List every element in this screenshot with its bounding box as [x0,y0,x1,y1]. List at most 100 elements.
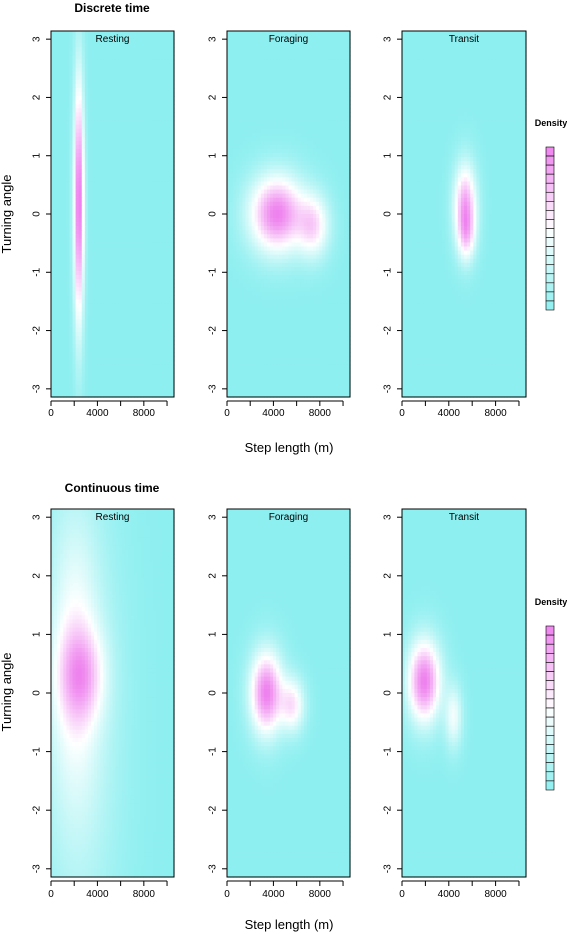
density-cell [146,59,150,65]
density-cell [87,148,92,154]
density-cell [115,169,120,174]
density-cell [146,79,150,85]
density-cell [143,132,147,138]
density-cell [72,100,77,105]
density-cell [149,222,154,227]
density-cell [75,218,80,223]
density-cell [134,315,138,321]
density-cell [72,71,77,77]
density-cell [54,83,58,89]
density-cell [124,165,129,170]
y-tick-label: -2 [32,326,43,335]
density-cell [115,157,120,162]
density-cell [158,31,163,36]
density-cell [164,35,169,40]
density-cell [167,315,172,321]
density-cell [109,315,114,321]
density-cell [103,43,107,48]
density-cell [87,270,92,276]
density-cell [51,327,55,333]
density-cell [78,79,83,85]
density-cell [63,157,67,162]
density-cell [84,205,89,211]
density-cell [167,47,172,52]
density-cell [167,295,172,300]
density-cell [81,209,86,215]
density-cell [167,340,172,345]
density-cell [97,327,101,333]
density-cell [103,181,107,187]
density-cell [161,209,166,215]
density-cell [87,311,92,317]
density-cell [97,226,101,231]
density-cell [146,262,150,268]
density-cell [149,144,154,150]
density-cell [134,148,138,154]
density-cell [134,266,138,272]
density-cell [124,108,129,113]
density-cell [109,258,114,264]
density-cell [140,173,144,178]
density-cell [51,364,55,370]
density-cell [97,315,101,321]
density-cell [146,132,150,138]
density-cell [121,35,126,40]
density-cell [130,270,135,276]
density-cell [164,238,169,244]
density-cell [158,39,163,44]
density-cell [137,83,141,89]
density-cell [106,153,111,158]
density-cell [121,79,126,85]
density-cell [134,87,138,93]
density-cell [51,116,55,122]
density-cell [134,120,138,126]
density-cell [69,307,74,313]
density-cell [170,124,175,130]
density-cell [90,173,95,178]
density-cell [66,31,71,36]
density-cell [94,283,98,288]
density-cell [54,157,58,162]
density-cell [87,169,92,174]
density-cell [75,67,80,73]
density-cell [140,51,144,56]
density-cell [87,283,92,288]
density-cell [97,311,101,317]
density-cell [127,299,132,305]
density-cell [84,348,89,353]
density-cell [100,218,104,223]
density-cell [137,340,141,345]
density-cell [164,189,169,195]
density-cell [103,275,107,280]
density-cell [130,340,135,345]
density-cell [60,283,64,288]
density-cell [97,92,101,97]
density-cell [90,51,95,56]
density-cell [94,327,98,333]
density-cell [146,287,150,292]
density-cell [130,262,135,268]
density-cell [63,181,67,187]
density-cell [170,246,175,252]
density-cell [130,47,135,52]
density-cell [97,303,101,309]
density-cell [66,161,71,166]
density-cell [143,201,147,207]
density-cell [66,205,71,211]
density-cell [152,39,157,44]
density-cell [146,331,150,337]
density-cell [94,59,98,65]
density-cell [69,148,74,154]
density-cell [161,169,166,174]
density-cell [130,87,135,93]
density-cell [63,315,67,321]
density-cell [146,327,150,333]
density-cell [127,311,132,317]
density-cell [124,209,129,215]
density-cell [63,169,67,174]
density-cell [75,246,80,252]
density-cell [118,55,123,61]
density-cell [127,124,132,130]
density-cell [60,47,64,52]
density-cell [130,161,135,166]
